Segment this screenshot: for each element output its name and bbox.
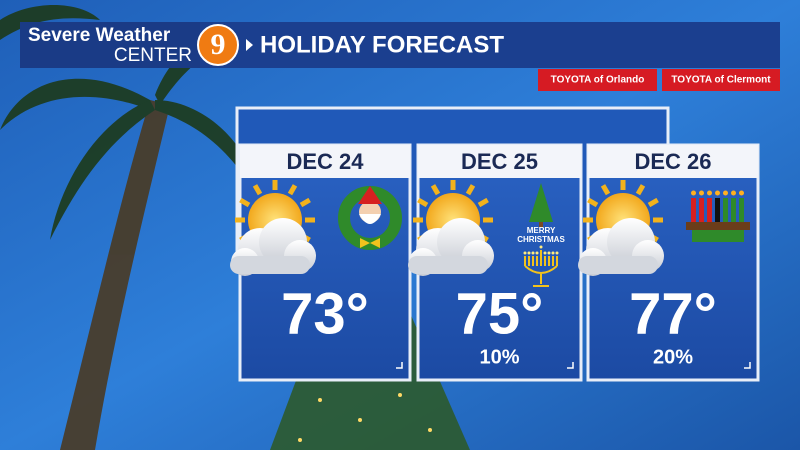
kinara-flame (731, 190, 736, 196)
card-header (240, 145, 410, 178)
sun-ray (647, 197, 659, 208)
menorah-base (524, 265, 558, 287)
corner-mark (396, 362, 403, 369)
sun-ray (600, 184, 611, 196)
cloud-icon (408, 218, 494, 276)
card-header (588, 145, 758, 178)
tree-lights (298, 393, 432, 442)
menorah-flame (535, 251, 539, 255)
christmas-tree (529, 183, 553, 222)
brand-line2: CENTER (114, 45, 192, 66)
sponsor-box (538, 69, 657, 91)
kinara-flame (739, 190, 744, 196)
day-temp: 75° (456, 281, 544, 346)
santa-beard (359, 214, 381, 224)
precip-chance: 20% (653, 346, 693, 368)
cloud-icon (578, 218, 664, 276)
sponsor-box (662, 69, 780, 91)
corner-mark (744, 362, 751, 369)
sun-ray (477, 197, 489, 208)
cloud-base (578, 256, 658, 274)
kinara-flame (699, 190, 704, 196)
day-temp: 77° (629, 281, 717, 346)
kinara-base (686, 222, 750, 230)
menorah-flame (527, 251, 531, 255)
day-date: DEC 24 (286, 149, 364, 174)
holiday-text: CHRISTMAS (517, 235, 565, 244)
sun-ray (587, 197, 599, 208)
menorah-flame (547, 251, 551, 255)
kinara-flame (707, 190, 712, 196)
precip-chance: 10% (479, 346, 519, 368)
bow (360, 238, 380, 248)
channel-number: 9 (211, 28, 226, 61)
kinara-flame (723, 190, 728, 196)
sponsor-label: TOYOTA of Orlando (551, 75, 645, 86)
holiday-text: MERRY (527, 226, 556, 235)
menorah-flame (539, 245, 543, 249)
sun-ray (299, 197, 311, 208)
sun-ray (465, 184, 476, 196)
sun-ray (252, 184, 263, 196)
channel-badge (197, 24, 239, 66)
kinara-candle (715, 198, 720, 222)
day-temp: 73° (281, 281, 369, 346)
cloud-base (230, 256, 310, 274)
sponsor-label: TOYOTA of Clermont (671, 75, 771, 86)
menorah-flame (543, 251, 547, 255)
day-date: DEC 26 (634, 149, 711, 174)
menorah-flame (555, 251, 559, 255)
kinara-candle (731, 198, 736, 222)
sun-ray (287, 184, 298, 196)
kinara-candle (707, 198, 712, 222)
cloud-icon (230, 218, 316, 276)
brand-line1: Severe Weather (28, 25, 171, 46)
sun-ray (635, 184, 646, 196)
sponsors: TOYOTA of Orlando TOYOTA of Clermont (538, 69, 780, 91)
tree-trunk (539, 222, 543, 227)
day-date: DEC 25 (461, 149, 538, 174)
kinara-flame (691, 190, 696, 196)
title-arrow (246, 39, 253, 51)
kinara-mat (692, 230, 744, 242)
menorah-flame (523, 251, 527, 255)
card-header (418, 145, 581, 178)
day-card: DEC 26 77°20% (578, 143, 760, 382)
corner-mark (567, 362, 574, 369)
santa-hat (358, 186, 382, 204)
kinara-candle (699, 198, 704, 222)
kinara-candle (691, 198, 696, 222)
kinara-candle (723, 198, 728, 222)
sun-ray (430, 184, 441, 196)
kinara-flame (715, 190, 720, 196)
sun-ray (417, 197, 429, 208)
day-card: DEC 24 73° (230, 143, 412, 382)
menorah-flame (551, 251, 555, 255)
cloud-base (408, 256, 488, 274)
menorah-flame (531, 251, 535, 255)
kinara-candle (739, 198, 744, 222)
sun-ray (239, 197, 251, 208)
brand-box (20, 22, 200, 68)
header-title: HOLIDAY FORECAST (260, 31, 504, 58)
